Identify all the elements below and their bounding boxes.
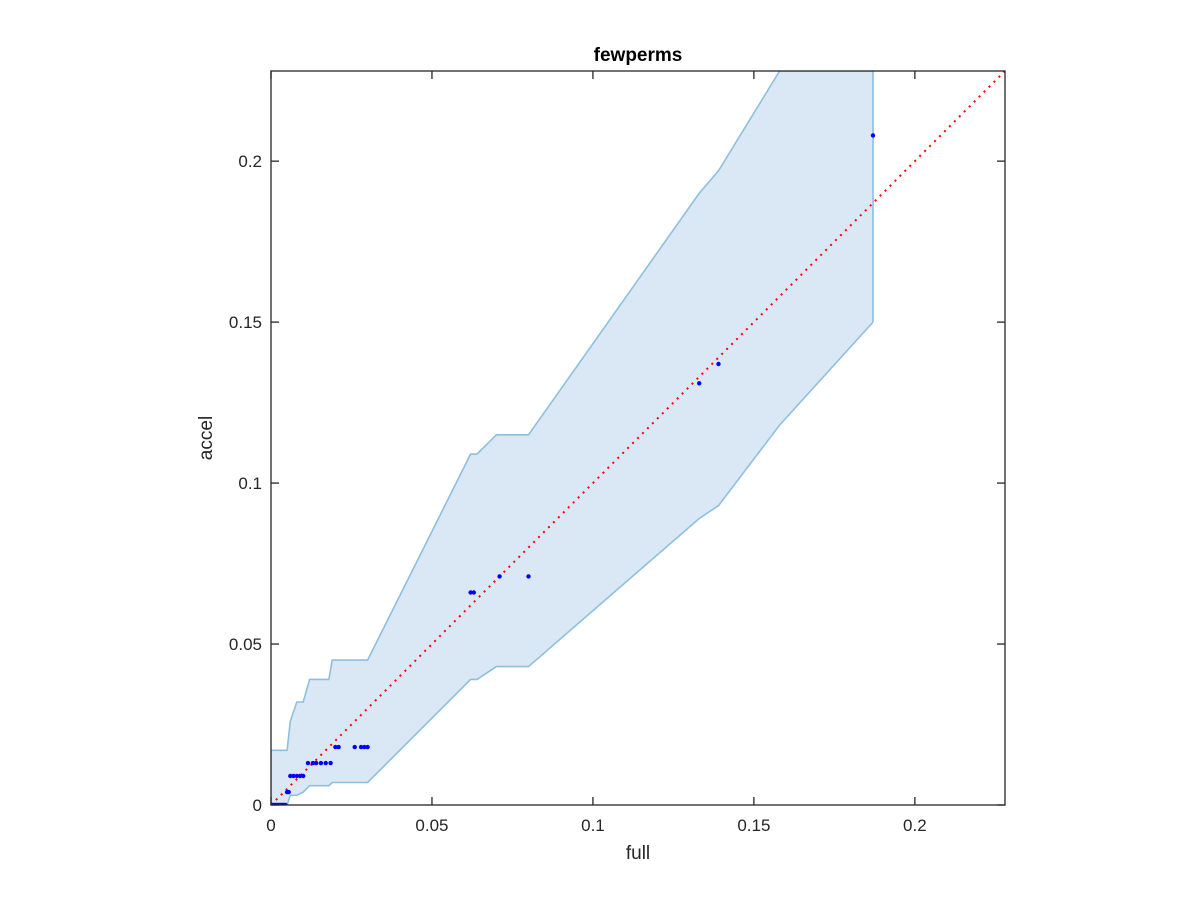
y-tick-label: 0.2 [238,152,262,171]
data-point [358,744,364,750]
data-point [294,773,299,779]
x-axis-label: full [626,843,650,864]
y-axis-label: accel [196,416,217,460]
y-tick-label: 0.05 [229,635,262,654]
data-point [697,381,702,386]
data-point [313,760,319,766]
clipped-plot-group [271,71,1005,805]
axes-box [270,70,1006,806]
data-point [305,760,311,766]
data-point [352,744,357,750]
y-tick-label: 0.1 [238,474,262,493]
data-point [286,789,291,795]
data-point [288,773,293,779]
data-point [291,773,296,779]
plot-area [271,71,1005,805]
data-point [365,744,370,750]
x-tick-label: 0.1 [581,816,605,835]
chart-title: fewperms [594,45,683,66]
x-tick-label: 0 [266,816,275,835]
band-lower-edge [271,321,874,805]
data-point [362,744,367,750]
data-point [328,760,333,766]
data-point [468,590,473,595]
x-tick-label: 0.15 [737,816,770,835]
data-point [526,574,531,579]
data-point [870,133,876,138]
data-point [318,760,324,766]
data-point [497,574,502,579]
confidence-band [271,71,873,805]
y-tick-label: 0.15 [229,313,262,332]
x-tick-label: 0.2 [903,816,927,835]
reference-line [271,71,1005,805]
data-point [333,744,338,750]
x-tick-label: 0.05 [415,816,448,835]
data-point [301,773,306,779]
data-point [471,590,476,595]
data-point [297,773,303,779]
y-tick-label: 0 [253,796,262,815]
data-point [336,744,341,750]
axes: 0 0.05 0.1 0.15 0.2 0 0.05 0.1 0.15 0.2 [229,70,1006,835]
band-upper-edge [271,71,873,752]
data-point [323,760,328,766]
data-point [716,361,721,367]
data-point [310,760,316,766]
